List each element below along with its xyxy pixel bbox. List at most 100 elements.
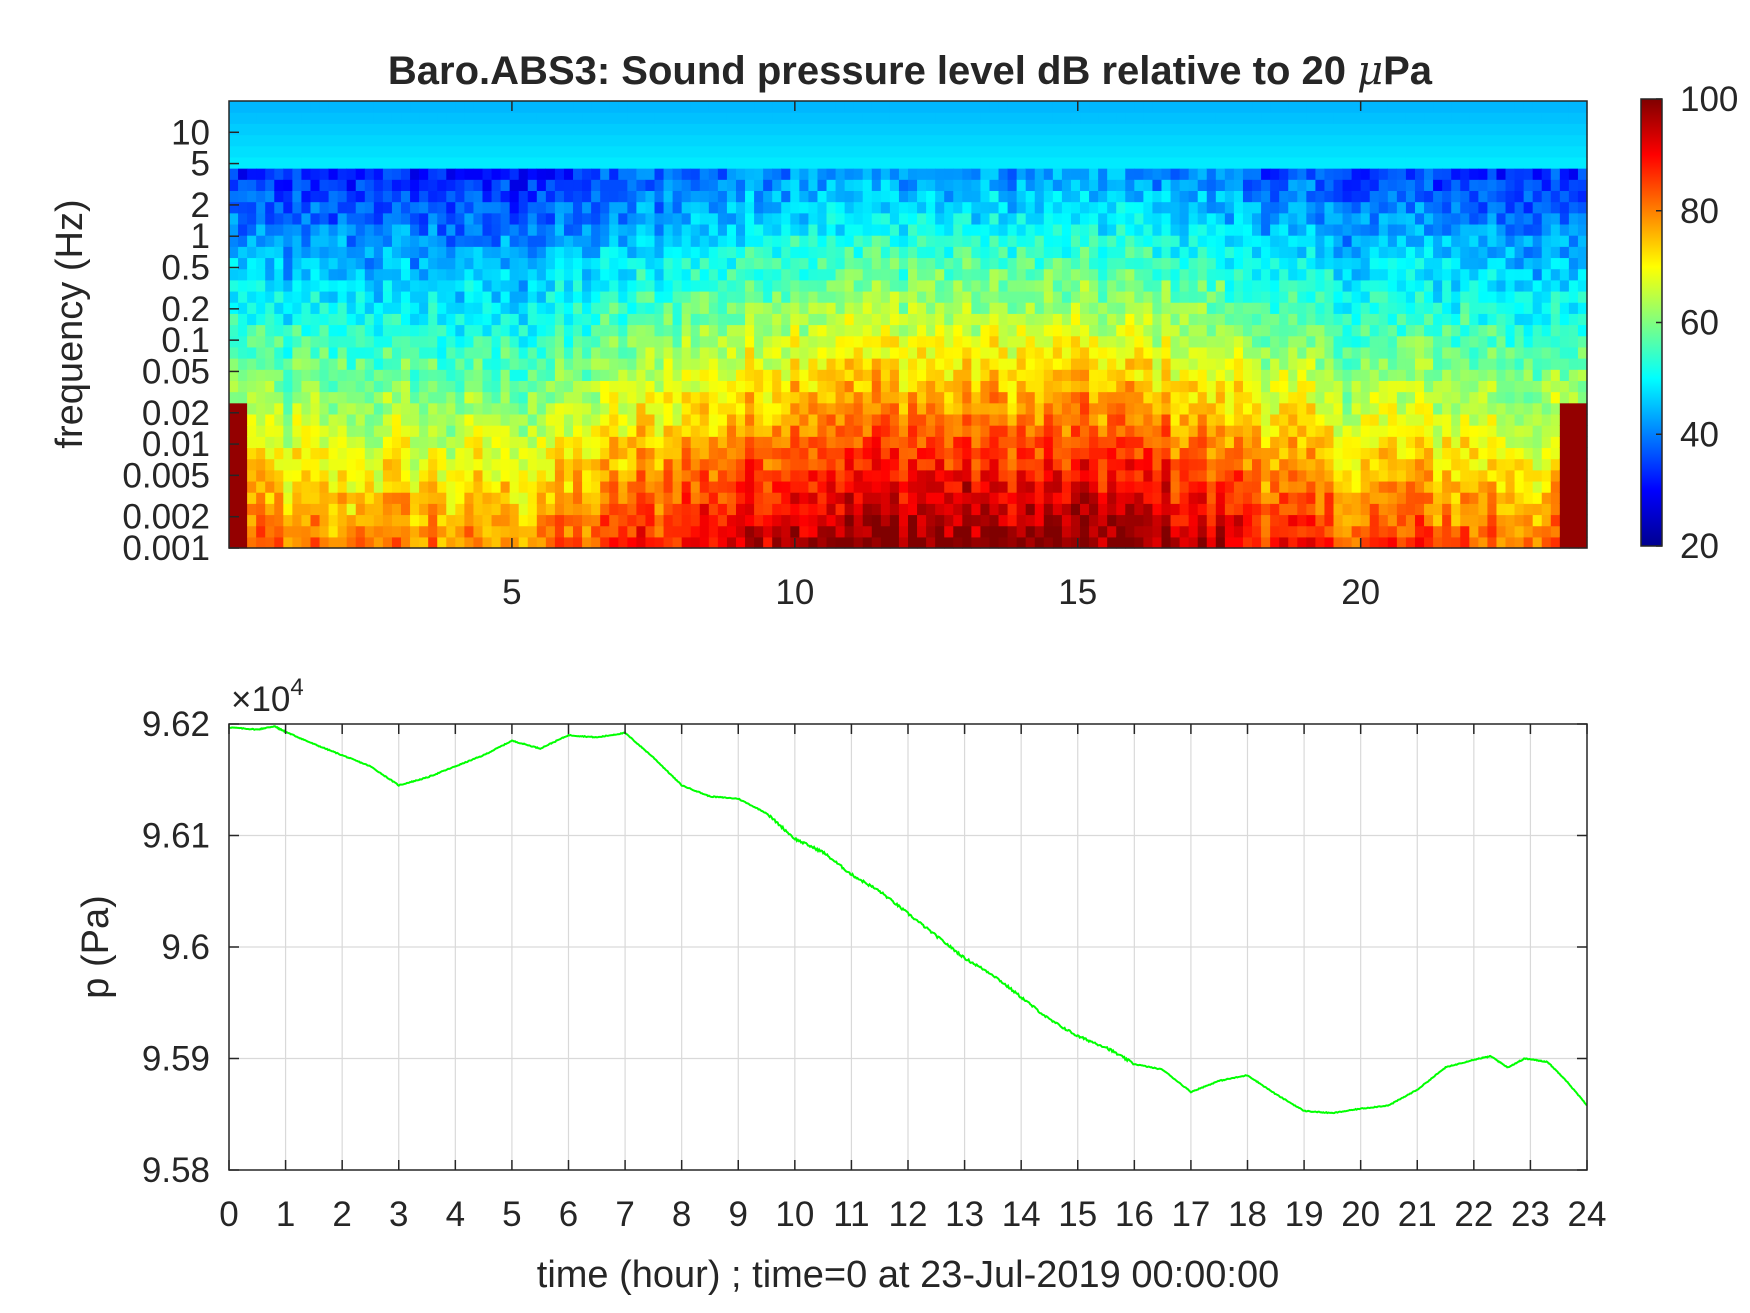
spectrogram-cell xyxy=(283,223,293,236)
spectrogram-cell xyxy=(953,190,963,203)
spectrogram-cell xyxy=(726,525,737,538)
spectrogram-cell xyxy=(627,469,637,482)
spectrogram-cell xyxy=(1134,346,1144,359)
spectrogram-cell xyxy=(310,335,321,348)
spectrogram-cell xyxy=(862,246,873,259)
spectrogram-cell xyxy=(410,179,420,191)
spectrogram-cell xyxy=(627,123,637,136)
spectrogram-cell xyxy=(419,201,429,214)
spectrogram-cell xyxy=(382,335,393,348)
spectrogram-cell xyxy=(1098,268,1108,281)
spectrogram-cell xyxy=(880,313,891,326)
spectrogram-cell xyxy=(1016,201,1027,214)
spectrogram-cell xyxy=(364,480,375,493)
spectrogram-cell xyxy=(319,436,330,449)
spectrogram-cell xyxy=(247,335,257,348)
spectrogram-cell xyxy=(1306,268,1316,281)
spectrogram-cell xyxy=(853,324,864,337)
spectrogram-cell xyxy=(1052,179,1063,191)
spectrogram-cell xyxy=(301,480,312,493)
spectrogram-cell xyxy=(944,302,954,314)
spectrogram-cell xyxy=(238,425,248,437)
spectrogram-cell xyxy=(482,302,493,314)
spectrogram-cell xyxy=(1025,358,1036,370)
spectrogram-cell xyxy=(1324,503,1335,516)
spectrogram-cell xyxy=(545,156,556,169)
spectrogram-cell xyxy=(663,358,674,370)
spectrogram-cell xyxy=(1351,413,1362,426)
spectrogram-cell xyxy=(274,290,284,303)
spectrogram-cell xyxy=(898,536,909,549)
spectrogram-cell xyxy=(726,458,737,471)
spectrogram-cell xyxy=(563,402,574,415)
spectrogram-cell xyxy=(355,536,366,549)
spectrogram-cell xyxy=(618,514,628,527)
spectrogram-cell xyxy=(1170,302,1181,314)
spectrogram-cell xyxy=(971,514,982,527)
spectrogram-cell xyxy=(1342,268,1353,281)
spectrogram-cell xyxy=(455,514,465,527)
spectrogram-cell xyxy=(1116,514,1126,527)
spectrogram-cell xyxy=(1261,480,1271,493)
spectrogram-cell xyxy=(1152,179,1163,191)
spectrogram-cell xyxy=(1224,380,1235,393)
spectrogram-cell xyxy=(283,391,293,404)
spectrogram-cell xyxy=(382,436,393,449)
spectrogram-cell xyxy=(527,324,538,337)
spectrogram-cell xyxy=(1070,436,1081,449)
spectrogram-cell xyxy=(455,145,465,158)
spectrogram-cell xyxy=(573,101,583,113)
spectrogram-cell xyxy=(401,268,411,281)
spectrogram-cell xyxy=(636,447,647,460)
spectrogram-cell xyxy=(835,436,846,449)
spectrogram-cell xyxy=(229,279,239,292)
spectrogram-cell xyxy=(482,145,493,158)
spectrogram-cell xyxy=(446,469,456,482)
spectrogram-cell xyxy=(790,458,800,471)
spectrogram-cell xyxy=(799,469,810,482)
spectrogram-cell xyxy=(844,246,855,259)
spectrogram-cell xyxy=(355,101,366,113)
spectrogram-cell xyxy=(1206,413,1217,426)
spectrogram-cell xyxy=(618,101,628,113)
spectrogram-cell xyxy=(636,156,647,169)
spectrogram-cell xyxy=(437,492,447,504)
spectrogram-cell xyxy=(500,402,511,415)
spectrogram-cell xyxy=(437,380,447,393)
spectrogram-cell xyxy=(446,380,456,393)
spectrogram-cell xyxy=(790,469,800,482)
spectrogram-cell xyxy=(1152,212,1163,225)
spectrogram-cell xyxy=(355,156,366,169)
spectrogram-cell xyxy=(817,358,828,370)
spectrogram-cell xyxy=(573,235,583,247)
spectrogram-cell xyxy=(545,425,556,437)
spectrogram-cell xyxy=(672,212,683,225)
spectrogram-cell xyxy=(518,156,529,169)
spectrogram-cell xyxy=(898,302,909,314)
spectrogram-cell xyxy=(871,179,882,191)
spectrogram-cell xyxy=(781,156,791,169)
spectrogram-cell xyxy=(862,324,873,337)
spectrogram-cell xyxy=(554,134,565,147)
spectrogram-cell xyxy=(672,279,683,292)
spectrogram-cell xyxy=(889,380,900,393)
spectrogram-cell xyxy=(636,290,647,303)
spectrogram-cell xyxy=(763,402,773,415)
spectrogram-cell xyxy=(971,492,982,504)
spectrogram-cell xyxy=(880,179,891,191)
spectrogram-cell xyxy=(699,212,710,225)
spectrogram-cell xyxy=(1170,145,1181,158)
spectrogram-cell xyxy=(256,402,266,415)
spectrogram-cell xyxy=(1324,447,1335,460)
spectrogram-cell xyxy=(953,335,963,348)
spectrogram-cell xyxy=(1242,525,1253,538)
spectrogram-cell xyxy=(826,458,837,471)
spectrogram-cell xyxy=(582,391,592,404)
spectrogram-cell xyxy=(283,503,293,516)
spectrogram-cell xyxy=(301,447,312,460)
spectrogram-cell xyxy=(826,492,837,504)
spectrogram-cell xyxy=(1233,514,1244,527)
spectrogram-cell xyxy=(1242,503,1253,516)
spectrogram-cell xyxy=(1143,480,1154,493)
spectrogram-cell xyxy=(998,425,1009,437)
